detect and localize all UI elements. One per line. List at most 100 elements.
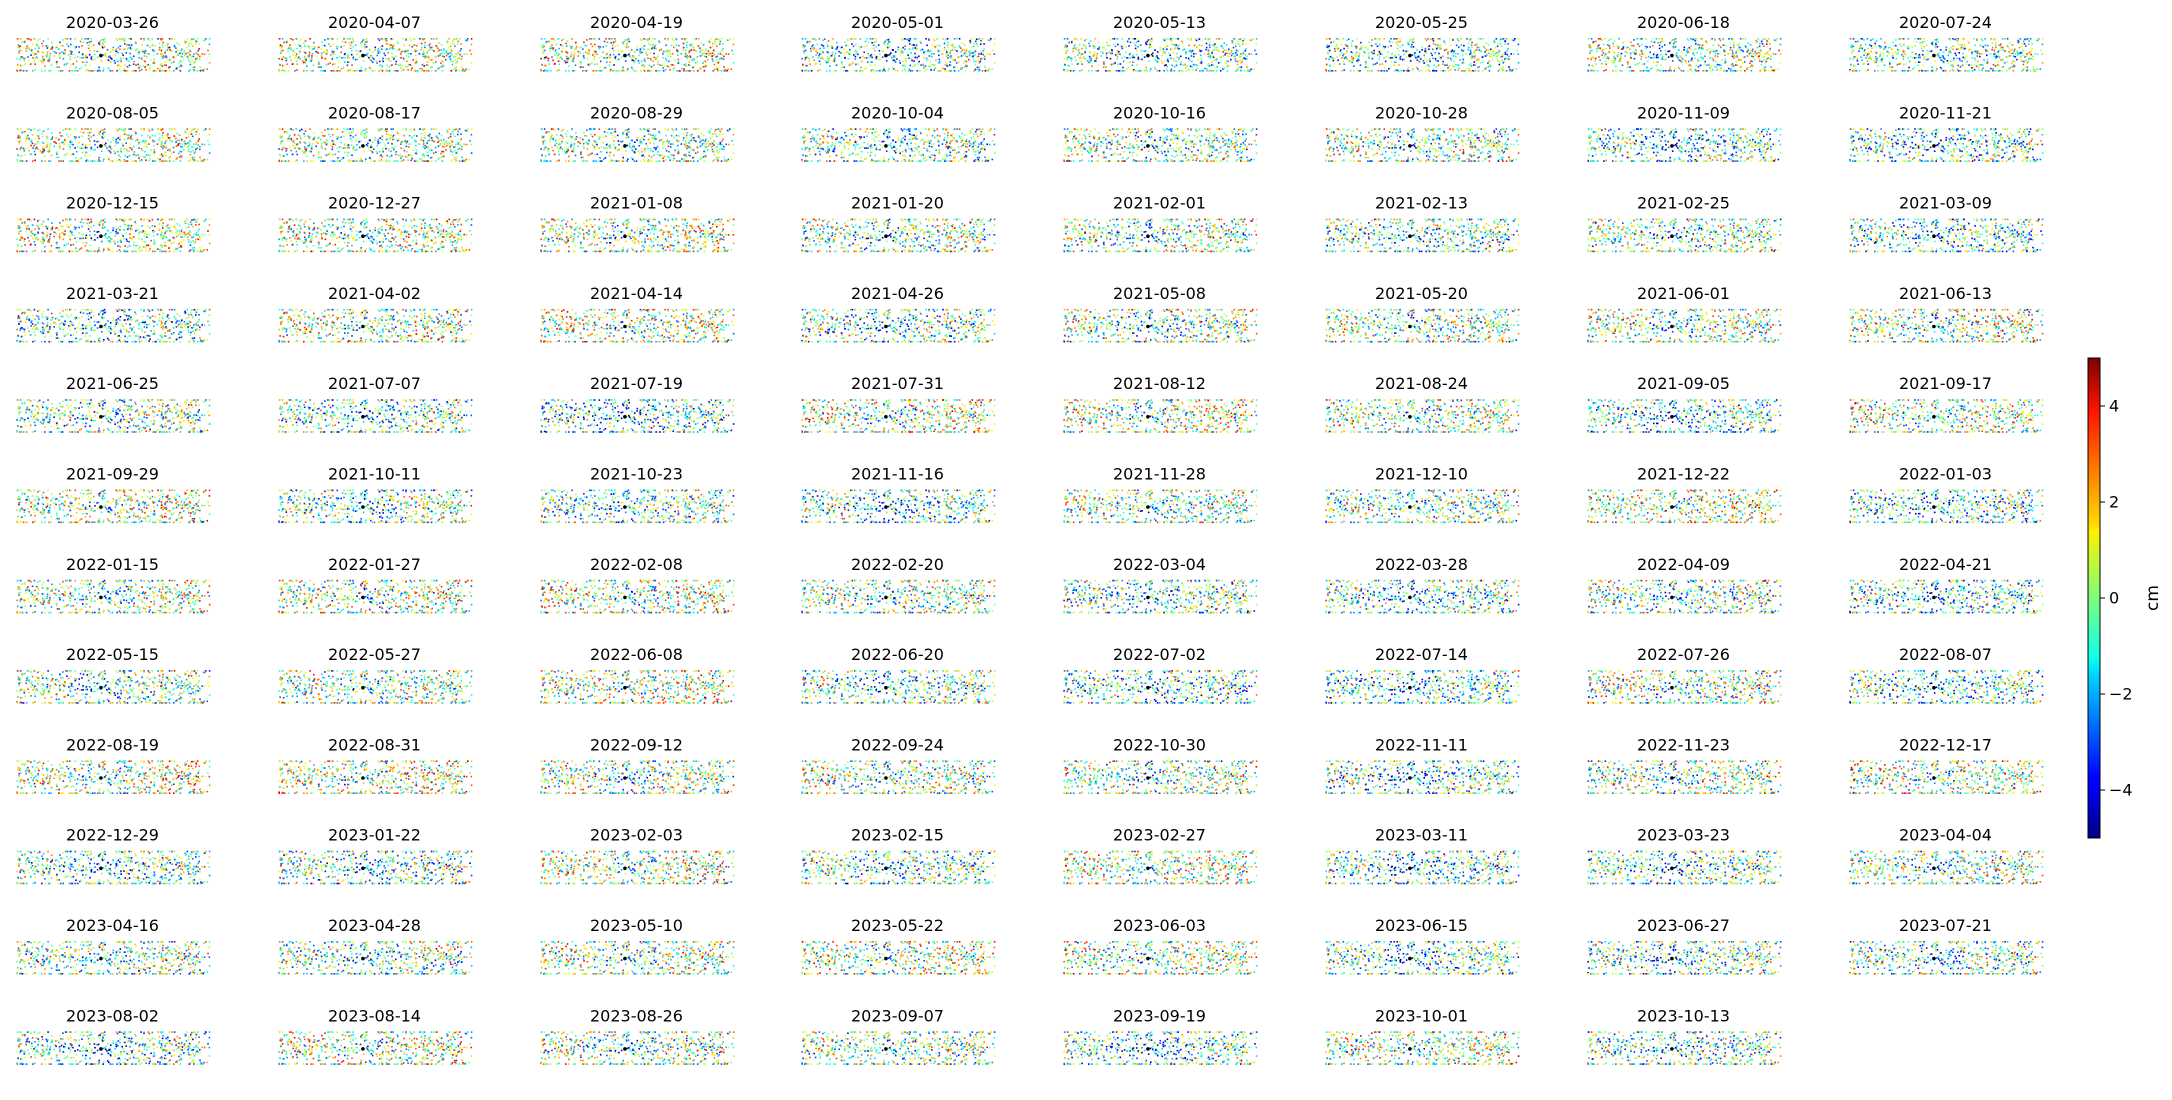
data-point xyxy=(147,45,149,47)
data-point xyxy=(86,54,88,56)
data-point xyxy=(154,61,156,63)
data-point xyxy=(163,70,165,72)
data-point xyxy=(104,38,106,40)
data-point xyxy=(141,58,143,60)
data-point xyxy=(455,56,457,58)
data-point xyxy=(460,48,462,50)
data-point xyxy=(41,43,43,45)
data-point xyxy=(101,39,103,41)
data-point xyxy=(176,68,178,70)
data-point xyxy=(70,64,72,66)
data-point xyxy=(60,45,62,47)
data-point xyxy=(131,48,133,50)
data-point xyxy=(402,65,404,67)
data-point xyxy=(34,38,36,40)
data-point xyxy=(429,49,431,51)
data-point xyxy=(138,53,140,55)
data-point xyxy=(452,51,454,53)
data-point xyxy=(292,54,294,56)
data-point xyxy=(144,51,146,53)
data-point xyxy=(421,68,423,70)
data-point xyxy=(127,70,129,72)
data-point xyxy=(72,54,74,56)
data-point xyxy=(348,57,350,59)
data-point xyxy=(20,69,22,71)
data-point xyxy=(131,44,133,46)
data-point xyxy=(370,68,372,70)
data-point xyxy=(160,64,162,66)
data-point xyxy=(59,55,61,57)
data-point xyxy=(186,47,188,49)
data-point xyxy=(194,62,196,64)
data-point xyxy=(64,64,66,66)
data-point xyxy=(467,38,469,40)
data-point xyxy=(395,56,397,58)
data-point xyxy=(43,40,45,42)
data-point xyxy=(35,53,37,55)
data-point xyxy=(47,54,49,56)
data-point xyxy=(415,55,417,57)
data-point xyxy=(32,52,34,54)
data-point xyxy=(128,60,130,62)
data-point xyxy=(59,42,61,44)
data-point xyxy=(117,40,119,42)
data-point xyxy=(196,52,198,54)
data-point xyxy=(110,57,112,59)
data-point xyxy=(62,70,64,72)
data-point xyxy=(336,70,338,72)
data-point xyxy=(104,54,106,56)
data-point xyxy=(47,38,49,40)
data-point xyxy=(118,47,120,49)
data-point xyxy=(51,64,53,66)
data-point xyxy=(82,57,84,59)
data-point xyxy=(44,58,46,60)
data-point xyxy=(148,38,150,40)
data-point xyxy=(332,58,334,60)
data-point xyxy=(114,60,116,62)
data-point xyxy=(177,54,179,56)
data-point xyxy=(161,51,163,53)
data-point xyxy=(195,43,197,45)
data-point xyxy=(306,65,308,67)
data-point xyxy=(138,67,140,69)
data-point xyxy=(139,51,141,53)
data-point xyxy=(83,42,85,44)
data-point xyxy=(75,38,77,40)
data-point xyxy=(420,49,422,51)
data-point xyxy=(197,70,199,72)
data-point xyxy=(209,62,211,64)
data-point xyxy=(66,43,68,45)
data-point xyxy=(152,39,154,41)
data-point xyxy=(110,62,112,64)
data-point xyxy=(16,58,18,60)
data-point xyxy=(180,70,182,72)
data-point xyxy=(366,41,368,43)
data-point xyxy=(113,47,115,49)
data-point xyxy=(124,38,126,40)
data-point xyxy=(81,38,83,40)
data-point xyxy=(450,60,452,62)
data-point xyxy=(66,63,68,65)
data-point xyxy=(125,70,127,72)
data-point xyxy=(190,51,192,53)
data-point xyxy=(76,46,78,48)
data-point xyxy=(166,57,168,59)
data-point xyxy=(119,69,121,71)
data-point xyxy=(410,69,412,71)
data-point xyxy=(102,39,104,41)
data-point xyxy=(471,38,473,40)
data-point xyxy=(429,59,431,61)
data-point xyxy=(189,54,191,56)
data-point xyxy=(36,56,38,58)
data-point xyxy=(157,53,159,55)
data-point xyxy=(179,66,181,68)
data-point xyxy=(442,70,444,72)
data-point xyxy=(292,39,294,41)
data-point xyxy=(39,38,41,40)
data-point xyxy=(114,62,116,64)
data-point xyxy=(133,56,135,58)
data-point xyxy=(58,48,60,50)
data-point xyxy=(160,38,162,40)
data-point xyxy=(168,67,170,69)
data-point xyxy=(102,70,104,72)
